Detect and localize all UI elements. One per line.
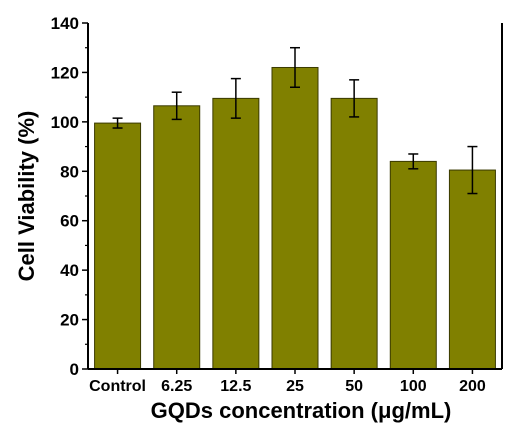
- bar: [330, 97, 378, 370]
- x-tick-label: 25: [286, 378, 304, 395]
- y-tick-label: 80: [60, 162, 79, 181]
- bars-layer: [94, 66, 496, 370]
- bar: [212, 97, 260, 370]
- bar: [448, 169, 496, 370]
- error-bars-layer: [112, 46, 478, 195]
- y-tick-label: 40: [60, 261, 79, 280]
- x-axis-title: GQDs concentration (μg/mL): [151, 398, 452, 423]
- bar: [94, 122, 142, 370]
- y-tick-label: 120: [51, 63, 79, 82]
- y-tick-label: 20: [60, 311, 79, 330]
- bar: [271, 66, 319, 370]
- x-tick-label: 50: [345, 378, 363, 395]
- x-tick-label: 12.5: [220, 378, 251, 395]
- x-tick-label: 6.25: [161, 378, 192, 395]
- x-tick-label: 100: [400, 378, 427, 395]
- y-tick-label: 0: [70, 360, 79, 379]
- y-tick-label: 100: [51, 113, 79, 132]
- x-tick-label: Control: [89, 378, 146, 395]
- bar: [153, 105, 201, 370]
- x-tick-label: 200: [459, 378, 486, 395]
- y-tick-label: 60: [60, 212, 79, 231]
- labels-layer: Control 6.25 12.5 25 50 100 200 0 20 40 60 80 100 120…: [51, 14, 486, 395]
- bar: [389, 160, 437, 370]
- axes-layer: [82, 22, 503, 374]
- y-axis-title: Cell Viability (%): [14, 111, 39, 282]
- y-tick-label: 140: [51, 14, 79, 33]
